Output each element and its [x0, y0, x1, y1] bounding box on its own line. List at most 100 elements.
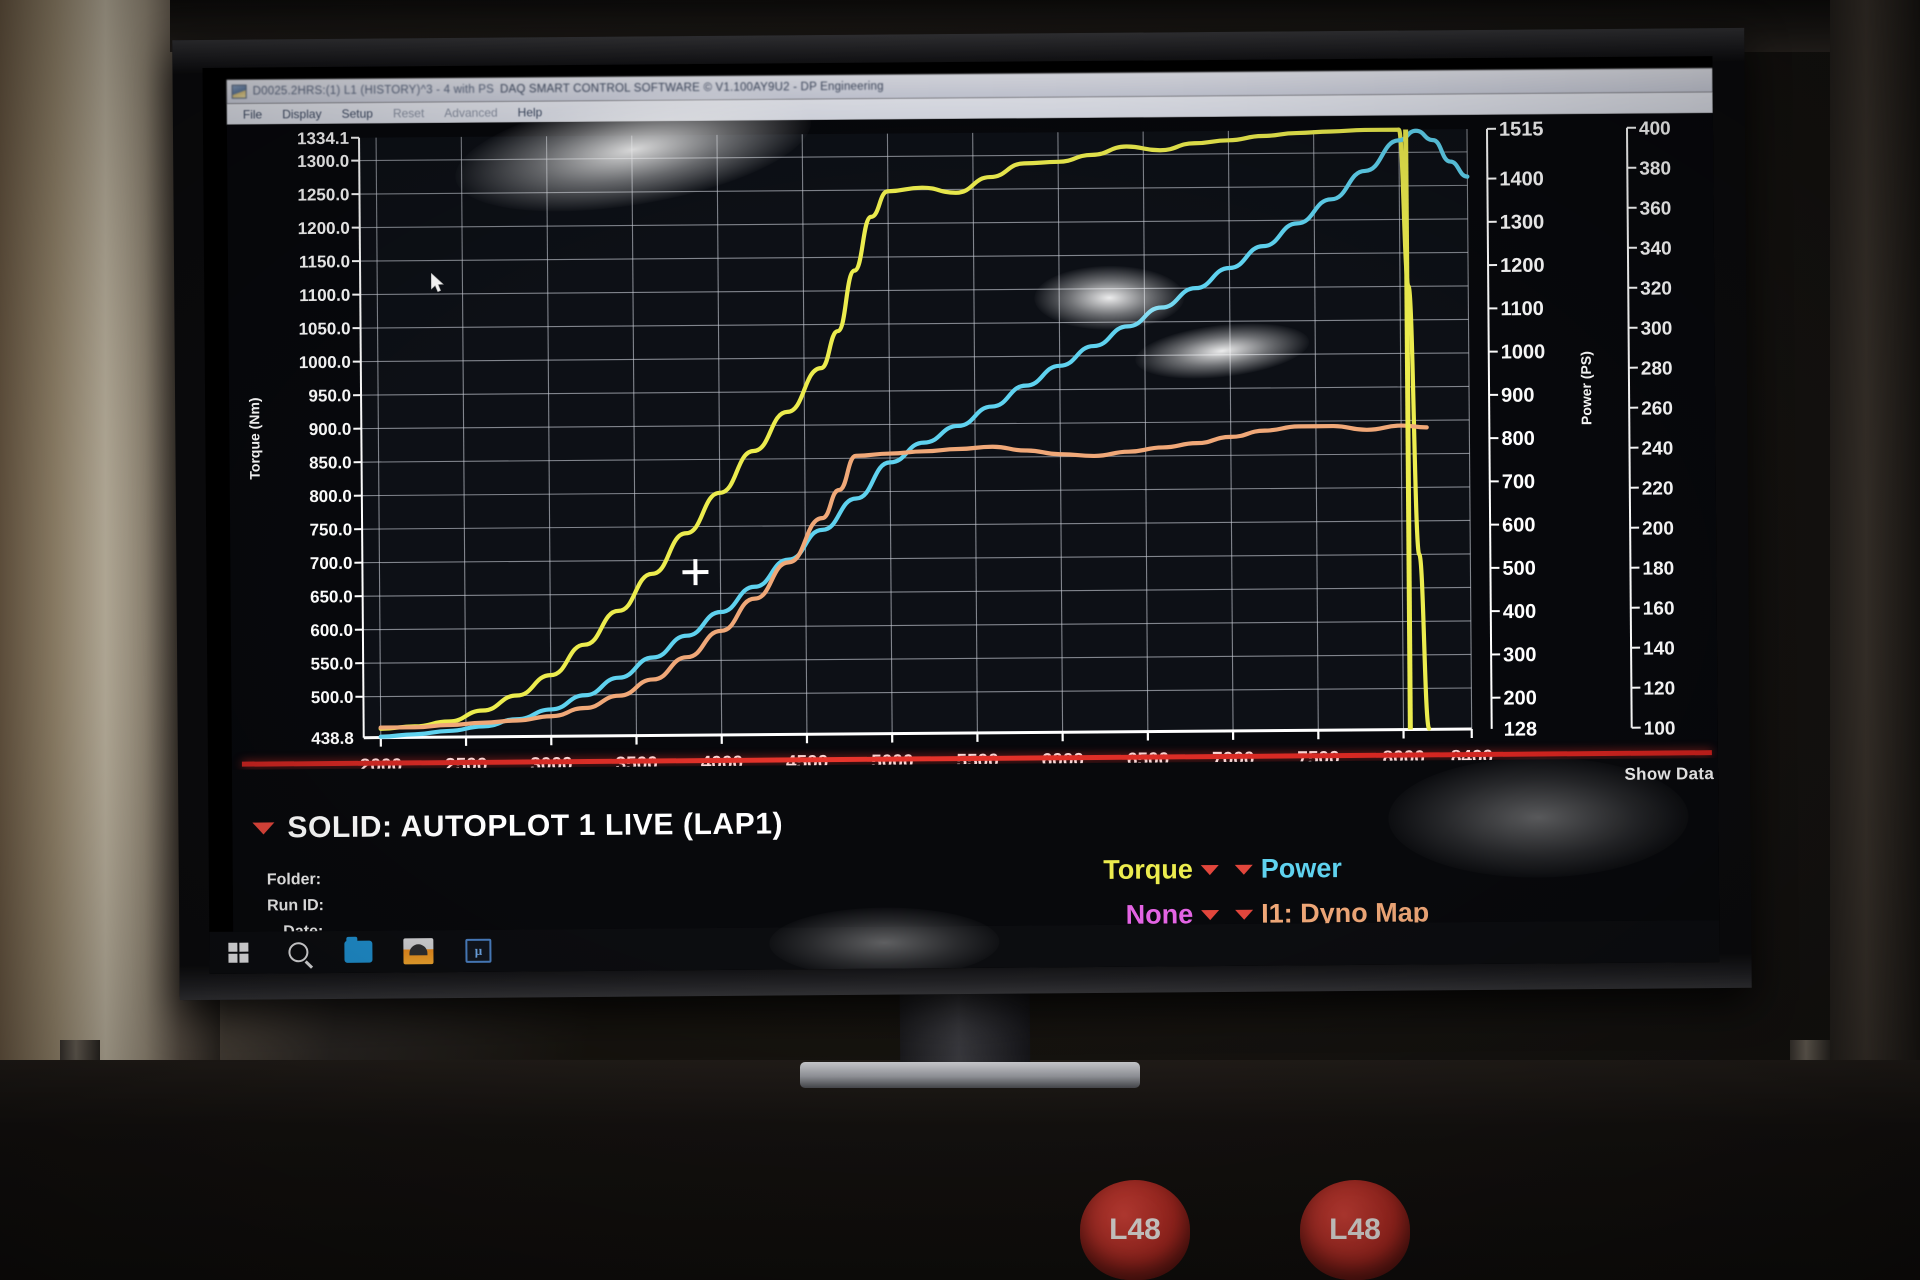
svg-text:1000.0: 1000.0: [299, 353, 351, 372]
svg-text:438.8: 438.8: [311, 729, 354, 748]
svg-text:200: 200: [1503, 687, 1537, 709]
svg-text:1100.0: 1100.0: [299, 286, 350, 305]
svg-text:1300.0: 1300.0: [297, 152, 349, 171]
chevron-down-icon-solid[interactable]: [252, 822, 275, 835]
editor-app-icon: µ: [465, 938, 492, 963]
svg-text:380: 380: [1639, 158, 1671, 179]
monitor-screen: D0025.2HRS:(1) L1 (HISTORY)^3 - 4 with P…: [202, 56, 1720, 974]
dyno-app-button[interactable]: [403, 936, 434, 966]
svg-text:550.0: 550.0: [311, 654, 354, 673]
svg-text:850.0: 850.0: [309, 453, 352, 472]
svg-text:400: 400: [1639, 118, 1671, 139]
series-torque: [378, 127, 1432, 731]
svg-text:500.0: 500.0: [311, 688, 354, 707]
menu-item-advanced[interactable]: Advanced: [444, 105, 498, 120]
svg-text:950.0: 950.0: [308, 386, 351, 405]
dyno-application-window: D0025.2HRS:(1) L1 (HISTORY)^3 - 4 with P…: [226, 68, 1720, 940]
svg-text:180: 180: [1642, 558, 1674, 579]
rig-badge-left: L48: [1080, 1180, 1190, 1280]
menu-item-setup[interactable]: Setup: [341, 106, 373, 121]
svg-text:120: 120: [1643, 678, 1675, 699]
svg-text:1000: 1000: [1501, 341, 1546, 363]
window-title-left: D0025.2HRS:(1) L1 (HISTORY)^3 - 4 with P…: [252, 83, 495, 98]
svg-text:260: 260: [1641, 398, 1673, 419]
search-icon: [288, 942, 309, 963]
svg-text:160: 160: [1643, 598, 1675, 619]
svg-text:100: 100: [1644, 718, 1676, 739]
menu-item-file[interactable]: File: [242, 106, 263, 122]
svg-text:1250.0: 1250.0: [297, 185, 349, 204]
folder-icon: [344, 940, 373, 963]
svg-text:1334.1: 1334.1: [297, 129, 349, 148]
svg-text:1515: 1515: [1499, 118, 1544, 140]
editor-app-button[interactable]: µ: [463, 936, 493, 966]
svg-text:900: 900: [1501, 385, 1535, 407]
svg-text:1300: 1300: [1500, 211, 1545, 233]
channel-selectors: Torque Power None I1: Dyno Map: [1023, 852, 1430, 931]
chevron-down-icon-torque[interactable]: [1200, 864, 1219, 875]
monitor-stand-base: [800, 1062, 1140, 1088]
svg-text:140: 140: [1643, 638, 1675, 659]
svg-text:240: 240: [1641, 438, 1673, 459]
mouse-arrow-cursor: [431, 273, 444, 293]
solid-plot-label: SOLID: AUTOPLOT 1 LIVE (LAP1): [287, 807, 784, 845]
svg-text:1200: 1200: [1500, 255, 1545, 277]
svg-text:400: 400: [1503, 601, 1537, 623]
runid-label: Run ID:: [266, 897, 324, 915]
series-power: [378, 128, 1470, 739]
folder-label: Folder:: [266, 871, 322, 889]
svg-text:650.0: 650.0: [310, 587, 353, 606]
svg-text:280: 280: [1641, 358, 1673, 379]
svg-text:360: 360: [1640, 198, 1672, 219]
svg-text:320: 320: [1640, 278, 1672, 299]
svg-text:300: 300: [1503, 644, 1537, 666]
svg-text:900.0: 900.0: [309, 420, 352, 439]
search-button[interactable]: [283, 937, 313, 967]
menu-item-reset[interactable]: Reset: [392, 105, 425, 120]
show-data-label: Show Data: [1624, 764, 1715, 784]
app-chart-icon: [231, 84, 247, 99]
show-data-button[interactable]: Show Data: [1624, 764, 1714, 785]
svg-text:500: 500: [1502, 558, 1536, 580]
svg-text:300: 300: [1640, 318, 1672, 339]
svg-text:220: 220: [1642, 478, 1674, 499]
svg-text:I1: Dyno Map (KPaA): I1: Dyno Map (KPaA): [1715, 288, 1718, 426]
monitor: D0025.2HRS:(1) L1 (HISTORY)^3 - 4 with P…: [172, 27, 1752, 1001]
svg-text:700.0: 700.0: [310, 554, 353, 573]
file-explorer-button[interactable]: [343, 937, 373, 967]
chevron-down-icon-none[interactable]: [1201, 909, 1220, 920]
start-button[interactable]: [223, 938, 253, 968]
channel-torque-label[interactable]: Torque: [1103, 854, 1193, 885]
svg-text:1050.0: 1050.0: [298, 319, 350, 338]
solid-plot-row[interactable]: SOLID: AUTOPLOT 1 LIVE (LAP1): [252, 807, 783, 845]
svg-text:700: 700: [1502, 471, 1536, 493]
svg-text:200: 200: [1642, 518, 1674, 539]
menu-item-display[interactable]: Display: [282, 106, 322, 121]
svg-text:1150.0: 1150.0: [299, 252, 350, 271]
svg-text:128: 128: [1504, 718, 1538, 740]
svg-text:1400: 1400: [1499, 168, 1544, 190]
svg-text:800: 800: [1501, 428, 1535, 450]
series-i1-dyno-map: [378, 423, 1429, 730]
legend-panel: Show Data SOLID: AUTOPLOT 1 LIVE (LAP1) …: [231, 758, 1720, 940]
channel-power-label[interactable]: Power: [1260, 853, 1342, 884]
chevron-down-icon-dynomap[interactable]: [1235, 909, 1254, 920]
dyno-chart-svg: 1334.1 1300.0 1250.0 1200.0 1150.0 1100.0 1050…: [246, 118, 1718, 804]
windows-logo-icon: [228, 942, 249, 963]
svg-text:600.0: 600.0: [310, 621, 353, 640]
chevron-down-icon-power[interactable]: [1234, 864, 1253, 875]
svg-text:340: 340: [1640, 238, 1672, 259]
svg-text:Torque (Nm): Torque (Nm): [246, 397, 263, 479]
svg-text:800.0: 800.0: [309, 487, 352, 506]
rig-badge-right: L48: [1300, 1180, 1410, 1280]
svg-text:750.0: 750.0: [309, 520, 352, 539]
menu-item-help[interactable]: Help: [517, 104, 543, 119]
dyno-app-icon: [403, 938, 434, 965]
bench-surface: [0, 1060, 1920, 1280]
svg-text:1200.0: 1200.0: [298, 219, 350, 238]
svg-text:600: 600: [1502, 514, 1536, 536]
rpm-limit-line: [1403, 129, 1413, 730]
svg-text:Power (PS): Power (PS): [1578, 351, 1595, 425]
window-title-right: DAQ SMART CONTROL SOFTWARE © V1.100AY9U2…: [499, 80, 884, 96]
